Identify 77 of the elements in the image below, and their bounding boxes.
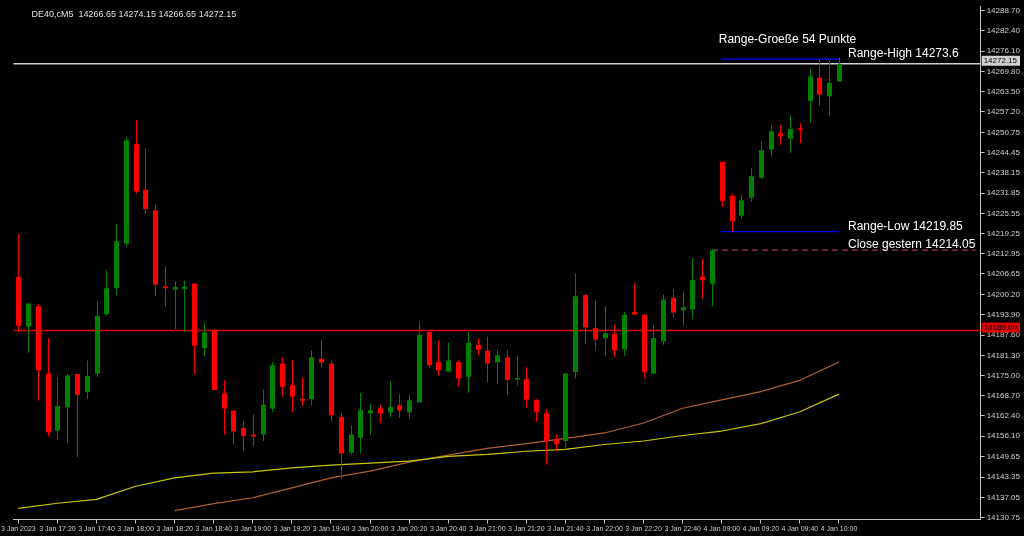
candlestick [368,403,373,436]
y-tick-label: 14276.10 [986,46,1021,56]
y-tick-label: 14181.30 [986,350,1021,360]
ref-line-label: 14272.15 [983,55,1018,65]
candlestick [612,324,617,358]
y-tick-label: 14137.05 [986,492,1021,502]
candlestick [749,167,754,203]
y-tick-label: 14257.20 [986,106,1021,116]
candlestick [798,122,803,144]
candlestick [769,124,774,158]
candlestick [182,280,187,333]
y-tick-label: 14244.45 [986,147,1021,157]
candlestick [407,393,412,420]
candlestick [505,349,510,396]
y-tick-label: 14238.15 [986,168,1021,178]
candlestick [837,56,842,82]
y-tick-label: 14250.75 [986,127,1021,137]
y-tick-label: 14219.25 [986,228,1021,238]
candlestick [671,289,676,318]
candlestick [300,377,305,407]
candlestick [739,193,744,220]
candlestick [524,366,529,409]
candlestick [75,373,80,458]
candlestick [495,349,500,385]
candlestick [163,265,168,307]
candlestick [397,393,402,419]
y-tick-label: 14225.55 [986,208,1021,218]
y-tick-label: 14288.70 [986,5,1021,15]
candlestick [446,341,451,373]
y-tick-label: 14263.50 [986,86,1021,96]
candlestick [827,60,832,117]
candlestick [456,359,461,388]
y-tick-label: 14168.70 [986,390,1021,400]
candlestick [593,298,598,351]
y-tick-label: 14156.10 [986,431,1021,441]
y-tick-label: 14149.65 [986,452,1021,462]
y-tick-label: 14231.85 [986,188,1021,198]
candlestick [85,359,90,400]
y-tick-label: 14212.95 [986,248,1021,258]
candlestick [173,280,178,330]
annotation: Range-Low 14219.85 [847,218,964,233]
candlestick [485,336,490,383]
candlestick [534,398,539,423]
candlestick [817,58,822,107]
candlestick [222,379,227,436]
y-tick-label: 14206.65 [986,269,1021,279]
y-tick-label: 14187.60 [986,330,1021,340]
candlestick [788,114,793,154]
candlestick [515,355,520,386]
candlestick [349,424,354,455]
annotation: Close gestern 14214.05 [847,237,976,252]
y-tick-label: 14162.40 [986,411,1021,421]
candlestick [143,147,148,215]
candlestick [202,322,207,357]
candlestick [603,305,608,357]
candlestick [231,409,236,446]
candlestick [290,359,295,413]
chart-title: DE40,cM5 14266.65 14274.15 14266.65 14272.15 [31,8,237,19]
candlestick [280,356,285,398]
candlestick [436,340,441,377]
candlestick [388,380,393,419]
y-tick-label: 14175.00 [986,370,1021,380]
candlestick [778,124,783,146]
annotation: Range-Groeße 54 Punkte [718,32,857,47]
annotation: Range-High 14273.6 [847,46,960,61]
y-tick-label: 14200.20 [986,289,1021,299]
candlestick [632,282,637,316]
candlestick [26,302,31,354]
y-tick-label: 14143.35 [986,472,1021,482]
ref-line-label: 14189.00 [983,322,1018,332]
candlestick [241,420,246,452]
candlestick [319,339,324,368]
y-tick-label: 14193.90 [986,310,1021,320]
y-tick-label: 14282.40 [986,26,1021,36]
candlestick [681,290,686,327]
y-tick-label: 14269.80 [986,66,1021,76]
y-tick-label: 14130.75 [986,512,1021,522]
